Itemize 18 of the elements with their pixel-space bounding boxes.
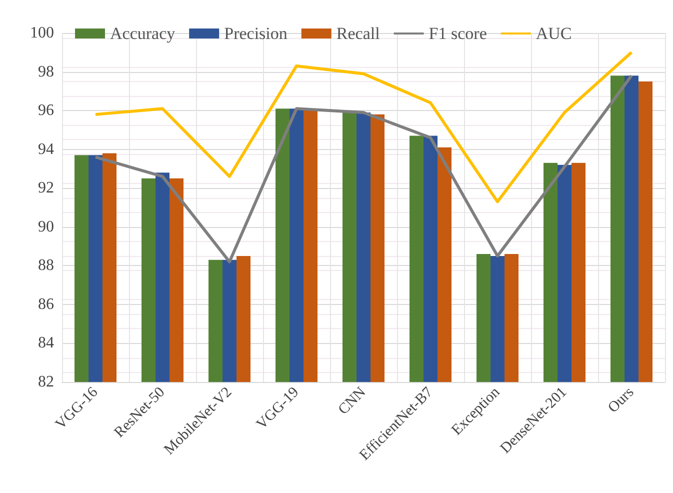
y-tick-label: 90 <box>38 218 54 236</box>
y-tick-label: 100 <box>30 24 54 42</box>
y-tick-label: 84 <box>38 334 54 352</box>
x-tick-label: Ours <box>605 384 638 416</box>
y-tick-label: 98 <box>38 63 54 80</box>
y-tick-label: 82 <box>38 374 54 390</box>
line-series <box>94 50 633 204</box>
y-tick-label: 88 <box>38 257 54 274</box>
legend-label: Accuracy <box>110 24 176 43</box>
y-tick-label: 94 <box>38 140 54 158</box>
legend-label: Recall <box>336 24 380 43</box>
y-tick-label: 92 <box>38 180 54 197</box>
y-tick-label: 86 <box>38 296 54 313</box>
legend-label: Precision <box>224 24 288 43</box>
legend-label: AUC <box>536 24 572 43</box>
y-tick-label: 96 <box>38 102 54 120</box>
line-series <box>94 74 633 264</box>
legend-label: F1 score <box>428 24 487 43</box>
